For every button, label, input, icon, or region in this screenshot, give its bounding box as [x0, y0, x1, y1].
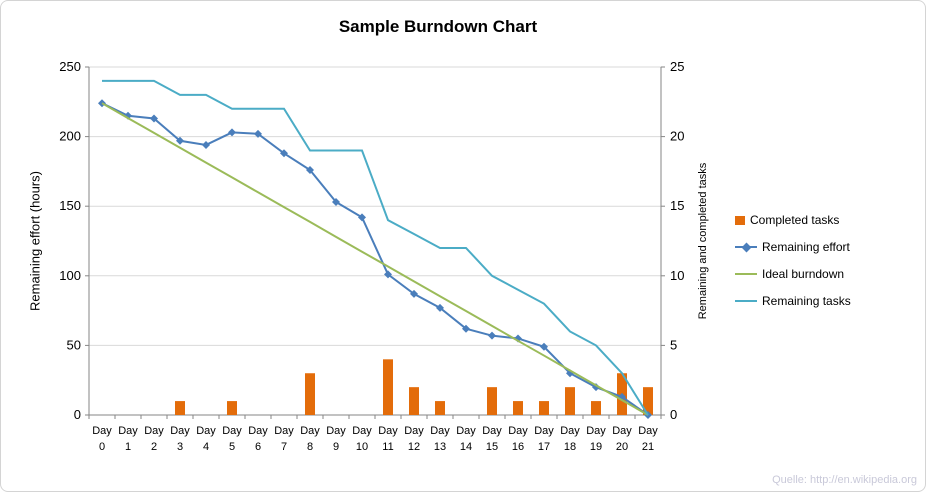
svg-text:Day: Day [196, 425, 216, 437]
chart-title: Sample Burndown Chart [338, 17, 538, 36]
svg-text:Day: Day [92, 425, 112, 437]
svg-text:Day: Day [326, 425, 346, 437]
legend-swatch-ideal-burndown [735, 270, 757, 279]
legend-item-remaining-effort: Remaining effort [735, 240, 851, 254]
svg-text:Day: Day [612, 425, 632, 437]
svg-text:6: 6 [255, 441, 261, 453]
svg-text:19: 19 [590, 441, 602, 453]
series-ideal-burndown [101, 102, 649, 416]
svg-text:25: 25 [670, 59, 684, 74]
left-axis-tick-labels: 0 50 100 150 200 250 [59, 59, 81, 422]
legend-swatch-completed-tasks [735, 215, 745, 225]
svg-text:Day: Day [222, 425, 242, 437]
svg-text:20: 20 [616, 441, 628, 453]
svg-text:11: 11 [382, 441, 393, 453]
x-axis-labels: Day 0 Day 1 Day 2 Day 3 Day 4 Day 5 Day 6 Day 7 Day 8 Day 9… [92, 425, 658, 453]
svg-text:0: 0 [99, 441, 105, 453]
legend-label-remaining-tasks: Remaining tasks [762, 294, 851, 308]
svg-text:50: 50 [67, 337, 81, 352]
svg-text:Day: Day [118, 425, 138, 437]
right-axis-title: Remaining and completed tasks [697, 162, 709, 320]
svg-text:150: 150 [59, 198, 81, 213]
svg-text:12: 12 [408, 441, 420, 453]
svg-text:Day: Day [300, 425, 320, 437]
svg-text:Day: Day [274, 425, 294, 437]
svg-text:0: 0 [670, 407, 677, 422]
svg-text:Day: Day [430, 425, 450, 437]
svg-text:Day: Day [404, 425, 424, 437]
svg-text:Day: Day [378, 425, 398, 437]
svg-text:5: 5 [670, 337, 677, 352]
series-completed-tasks [175, 359, 653, 415]
right-axis-tick-labels: 0 5 10 15 20 25 [670, 59, 684, 422]
source-credit: Quelle: http://en.wikipedia.org [772, 474, 917, 486]
svg-text:18: 18 [564, 441, 576, 453]
chart-legend: Completed tasks Remaining effort Ideal bur… [735, 213, 851, 308]
svg-text:200: 200 [59, 129, 81, 144]
legend-item-remaining-tasks: Remaining tasks [735, 294, 851, 308]
svg-text:9: 9 [333, 441, 339, 453]
series-remaining-tasks [102, 79, 649, 416]
svg-text:100: 100 [59, 268, 81, 283]
svg-text:Day: Day [456, 425, 476, 437]
svg-text:0: 0 [74, 407, 81, 422]
svg-text:Day: Day [560, 425, 580, 437]
legend-swatch-remaining-tasks [735, 297, 757, 306]
svg-text:14: 14 [460, 441, 472, 453]
legend-item-ideal-burndown: Ideal burndown [735, 267, 851, 281]
svg-text:1: 1 [125, 441, 131, 453]
svg-text:4: 4 [203, 441, 209, 453]
svg-text:8: 8 [307, 441, 313, 453]
svg-text:13: 13 [434, 441, 446, 453]
legend-swatch-remaining-effort [735, 242, 757, 252]
svg-text:2: 2 [151, 441, 157, 453]
gridlines [89, 66, 661, 416]
svg-text:Day: Day [170, 425, 190, 437]
svg-text:20: 20 [670, 129, 684, 144]
series-remaining-effort [98, 99, 652, 419]
svg-text:Day: Day [638, 425, 658, 437]
legend-label-remaining-effort: Remaining effort [762, 240, 850, 254]
svg-text:Day: Day [248, 425, 268, 437]
svg-text:15: 15 [670, 198, 684, 213]
svg-text:5: 5 [229, 441, 235, 453]
legend-label-ideal-burndown: Ideal burndown [762, 267, 845, 281]
axes [85, 66, 665, 419]
svg-text:Day: Day [144, 425, 164, 437]
svg-text:Day: Day [586, 425, 606, 437]
svg-text:21: 21 [642, 441, 654, 453]
svg-text:Day: Day [352, 425, 372, 437]
legend-item-completed-tasks: Completed tasks [735, 213, 851, 227]
svg-text:Day: Day [482, 425, 502, 437]
svg-text:3: 3 [177, 441, 183, 453]
svg-text:10: 10 [670, 268, 684, 283]
left-axis-title: Remaining effort (hours) [27, 171, 43, 311]
svg-text:16: 16 [512, 441, 524, 453]
svg-text:15: 15 [486, 441, 498, 453]
svg-text:7: 7 [281, 441, 287, 453]
svg-text:10: 10 [356, 441, 368, 453]
svg-text:250: 250 [59, 59, 81, 74]
svg-text:Day: Day [534, 425, 554, 437]
svg-text:17: 17 [538, 441, 550, 453]
legend-label-completed-tasks: Completed tasks [750, 213, 840, 227]
svg-text:Day: Day [508, 425, 528, 437]
